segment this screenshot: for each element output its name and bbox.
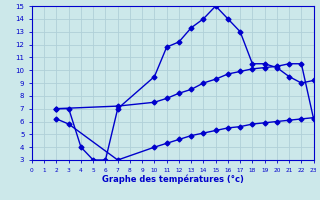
X-axis label: Graphe des températures (°c): Graphe des températures (°c) (102, 174, 244, 184)
